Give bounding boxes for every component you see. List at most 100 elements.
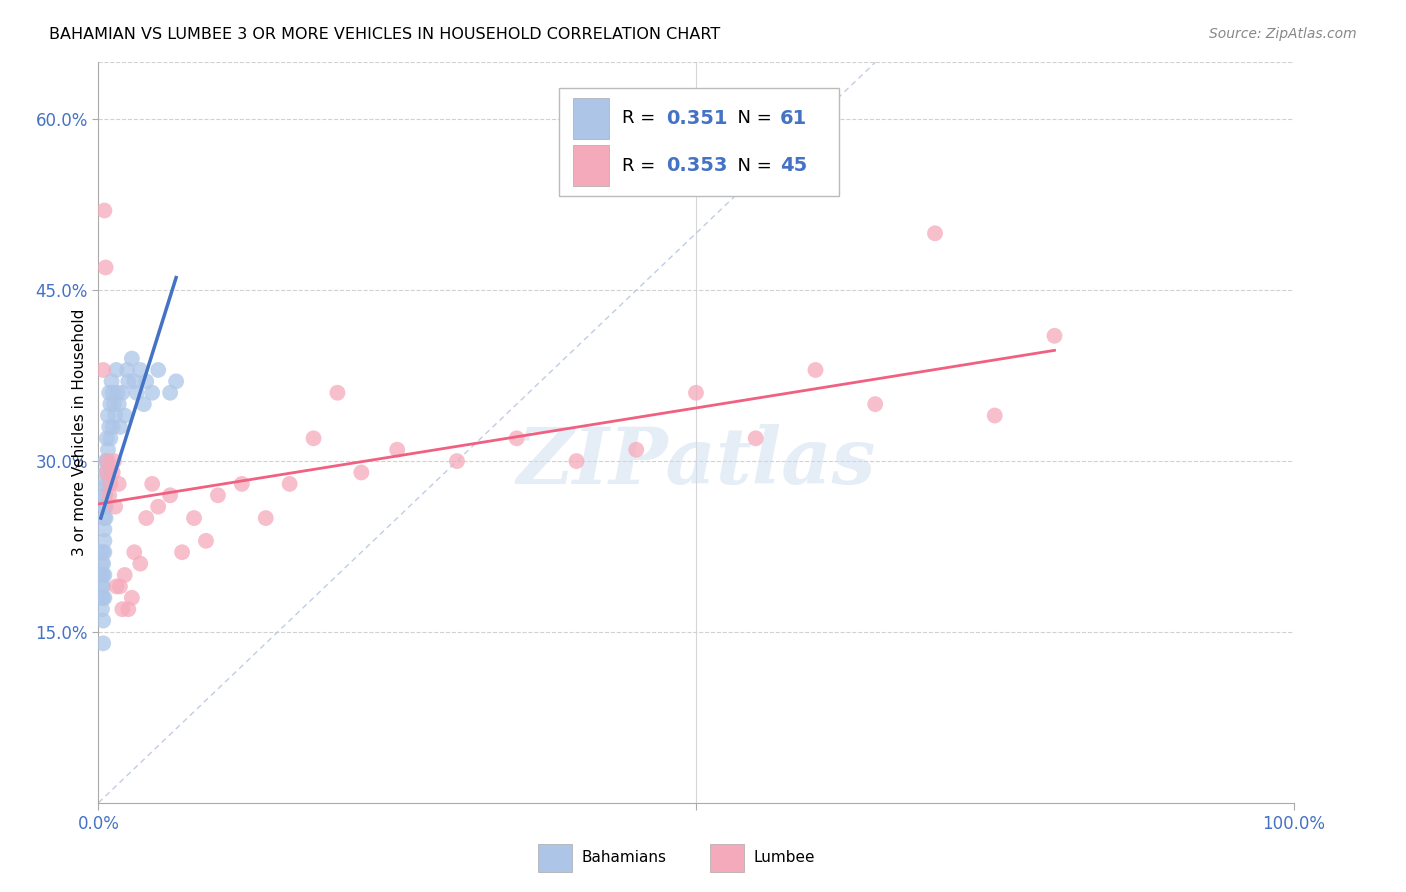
Point [94,500,117,514]
Text: R =: R = [621,110,661,128]
FancyBboxPatch shape [558,88,839,195]
Point [865,397,887,411]
Point [326,385,349,400]
Point [94,454,117,468]
Point [302,431,325,445]
Point [114,568,136,582]
Point [103,397,125,411]
Point [159,488,181,502]
Point [93,203,115,218]
Point [96,476,118,491]
Point [148,363,170,377]
Text: BAHAMIAN VS LUMBEE 3 OR MORE VEHICLES IN HOUSEHOLD CORRELATION CHART: BAHAMIAN VS LUMBEE 3 OR MORE VEHICLES IN… [49,27,720,42]
Point [278,476,301,491]
Point [91,591,114,605]
Point [129,363,152,377]
Point [506,431,529,445]
Point [626,442,648,457]
Point [685,385,707,400]
Point [91,591,114,605]
Point [135,511,157,525]
Point [96,466,118,480]
Point [446,454,468,468]
Point [93,591,115,605]
FancyBboxPatch shape [710,844,744,871]
Point [111,385,134,400]
Point [231,476,253,491]
Point [124,545,146,559]
Point [91,568,114,582]
Point [91,614,114,628]
Point [91,545,114,559]
Point [94,488,117,502]
Point [93,568,115,582]
Point [254,511,277,525]
Point [105,579,128,593]
Point [114,409,136,423]
Point [132,397,155,411]
Point [97,454,120,468]
Point [1043,328,1066,343]
Text: 0.353: 0.353 [666,156,727,175]
Point [121,591,143,605]
Point [159,385,181,400]
Point [91,579,114,593]
Point [148,500,170,514]
Point [91,579,114,593]
Point [107,385,129,400]
Point [207,488,229,502]
Point [93,533,115,548]
Text: N =: N = [725,157,778,175]
Point [96,454,118,468]
Point [91,568,114,582]
Point [94,466,117,480]
Text: 45: 45 [780,156,807,175]
Point [385,442,409,457]
Point [93,500,115,514]
Y-axis label: 3 or more Vehicles in Household: 3 or more Vehicles in Household [72,309,87,557]
Point [121,351,143,366]
Point [93,511,115,525]
Point [91,636,114,650]
Text: Lumbee: Lumbee [754,850,815,865]
Point [117,375,139,389]
Point [91,557,114,571]
Point [111,602,134,616]
Point [97,409,120,423]
Text: 0.351: 0.351 [666,109,727,128]
Point [93,545,115,559]
Text: R =: R = [621,157,661,175]
Point [105,363,128,377]
Point [94,260,117,275]
Point [924,227,946,241]
Point [101,466,124,480]
Point [141,385,163,400]
Point [804,363,827,377]
Point [93,523,115,537]
Point [98,476,122,491]
Text: ZIPatlas: ZIPatlas [516,424,876,500]
Text: N =: N = [725,110,778,128]
Point [129,557,152,571]
Text: 61: 61 [780,109,807,128]
Point [97,442,120,457]
Text: Bahamians: Bahamians [581,850,666,865]
FancyBboxPatch shape [572,98,609,139]
Point [745,431,768,445]
Point [91,557,114,571]
Point [104,409,127,423]
Point [91,363,114,377]
Point [98,420,121,434]
Point [124,375,146,389]
Point [183,511,205,525]
Point [984,409,1007,423]
Point [135,375,157,389]
Point [98,397,122,411]
Point [107,397,129,411]
Point [98,385,121,400]
Point [115,363,138,377]
Point [90,568,112,582]
Point [350,466,373,480]
Point [94,511,117,525]
Point [165,375,187,389]
